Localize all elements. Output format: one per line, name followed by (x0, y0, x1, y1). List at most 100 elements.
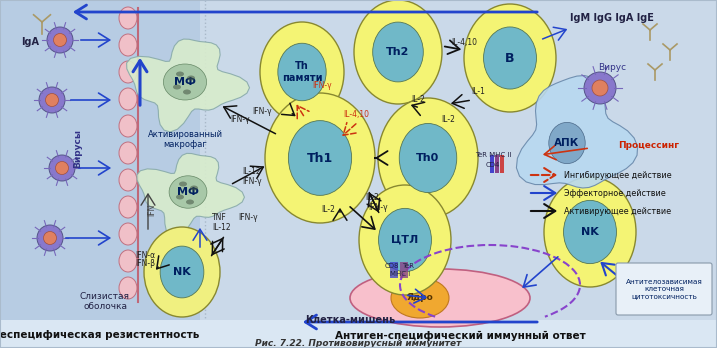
Ellipse shape (544, 177, 636, 287)
Text: Th
памяти: Th памяти (282, 61, 323, 83)
Text: IFN-γ: IFN-γ (230, 116, 250, 125)
Bar (200, 0, 717, 320)
Text: IL-2: IL-2 (365, 193, 379, 203)
Bar (0, 0, 200, 320)
Text: IL-2: IL-2 (411, 95, 425, 104)
Ellipse shape (119, 7, 137, 29)
Ellipse shape (399, 124, 457, 192)
Text: Ядро: Ядро (407, 293, 433, 302)
Text: Неспецифическая резистентность: Неспецифическая резистентность (0, 330, 199, 340)
Text: Активирующее действие: Активирующее действие (564, 206, 671, 215)
Circle shape (45, 94, 59, 106)
Text: МНС I: МНС I (390, 271, 410, 277)
Text: IFN-γ: IFN-γ (252, 108, 272, 117)
Text: Эффекторное действие: Эффекторное действие (564, 189, 666, 198)
Ellipse shape (391, 278, 449, 318)
Ellipse shape (119, 196, 137, 218)
Text: IL-2: IL-2 (441, 116, 455, 125)
Text: МФ: МФ (174, 77, 196, 87)
Ellipse shape (119, 88, 137, 110)
Ellipse shape (549, 122, 585, 164)
Ellipse shape (464, 4, 556, 112)
Ellipse shape (379, 208, 432, 272)
Text: IL-4,10: IL-4,10 (451, 38, 477, 47)
Bar (500, 155, 504, 173)
Ellipse shape (359, 185, 451, 295)
Text: IFN-γ: IFN-γ (242, 176, 262, 185)
Ellipse shape (163, 64, 206, 100)
Text: CD8: CD8 (385, 263, 399, 269)
Text: Вирус: Вирус (598, 63, 626, 72)
Circle shape (584, 72, 616, 104)
Text: Антиген-специфический иммунный ответ: Антиген-специфический иммунный ответ (335, 331, 585, 341)
Text: TeR МНС II: TeR МНС II (475, 152, 511, 158)
Bar (400, 262, 408, 278)
Text: IFN: IFN (148, 204, 156, 216)
Text: IFN-β: IFN-β (135, 260, 155, 269)
Text: Th2: Th2 (386, 47, 409, 57)
Bar (495, 155, 499, 173)
Text: IL-1: IL-1 (471, 87, 485, 96)
Text: Рис. 7.22. Противовирусный иммунитет: Рис. 7.22. Противовирусный иммунитет (255, 340, 461, 348)
Circle shape (44, 231, 57, 245)
Circle shape (39, 87, 65, 113)
Polygon shape (127, 39, 250, 132)
Text: Процессинг: Процессинг (618, 141, 679, 150)
Text: Ингибирующее действие: Ингибирующее действие (564, 171, 672, 180)
Ellipse shape (350, 269, 530, 327)
Ellipse shape (119, 61, 137, 83)
Ellipse shape (190, 185, 198, 190)
Text: IgM IgG IgA IgE: IgM IgG IgA IgE (570, 13, 654, 23)
Text: IFN-γ: IFN-γ (369, 203, 388, 212)
Text: IFN-γ: IFN-γ (312, 80, 332, 89)
Text: Вирусы: Вирусы (74, 128, 82, 167)
Polygon shape (137, 153, 244, 237)
Polygon shape (516, 76, 637, 188)
Text: Th0: Th0 (417, 153, 440, 163)
Ellipse shape (564, 200, 617, 264)
Ellipse shape (179, 182, 187, 187)
Ellipse shape (119, 169, 137, 191)
Ellipse shape (176, 71, 184, 77)
Ellipse shape (176, 195, 184, 199)
Circle shape (47, 27, 73, 53)
Ellipse shape (265, 93, 375, 223)
Ellipse shape (183, 89, 191, 95)
Ellipse shape (173, 85, 181, 89)
Ellipse shape (483, 27, 536, 89)
Ellipse shape (354, 0, 442, 104)
Text: IL-12: IL-12 (212, 223, 231, 232)
Ellipse shape (119, 250, 137, 272)
Ellipse shape (119, 223, 137, 245)
Ellipse shape (187, 76, 195, 80)
Text: IgA: IgA (21, 37, 39, 47)
Ellipse shape (169, 176, 207, 208)
Ellipse shape (378, 98, 478, 218)
Circle shape (592, 80, 608, 96)
Text: МФ: МФ (177, 187, 199, 197)
Text: NK: NK (173, 267, 191, 277)
Text: Клетка-мишень: Клетка-мишень (305, 315, 395, 325)
Circle shape (55, 161, 69, 174)
Bar (390, 262, 398, 278)
Text: NK: NK (581, 227, 599, 237)
Text: IL-2: IL-2 (321, 206, 335, 214)
FancyBboxPatch shape (616, 263, 712, 315)
Text: IFN-α: IFN-α (135, 251, 155, 260)
Text: IL-4,10: IL-4,10 (343, 111, 369, 119)
Ellipse shape (288, 121, 351, 195)
Bar (490, 155, 494, 173)
Text: Th1: Th1 (307, 151, 333, 165)
Text: IL-12: IL-12 (242, 167, 261, 176)
Text: ЦТЛ: ЦТЛ (391, 235, 419, 245)
Ellipse shape (160, 246, 204, 298)
Text: TNF: TNF (212, 214, 227, 222)
Text: Активированный
макрофаг: Активированный макрофаг (148, 130, 222, 149)
Ellipse shape (119, 142, 137, 164)
Ellipse shape (373, 22, 423, 82)
Bar (0, 320, 717, 348)
Ellipse shape (119, 34, 137, 56)
Circle shape (49, 155, 75, 181)
Ellipse shape (260, 22, 344, 122)
Ellipse shape (119, 277, 137, 299)
